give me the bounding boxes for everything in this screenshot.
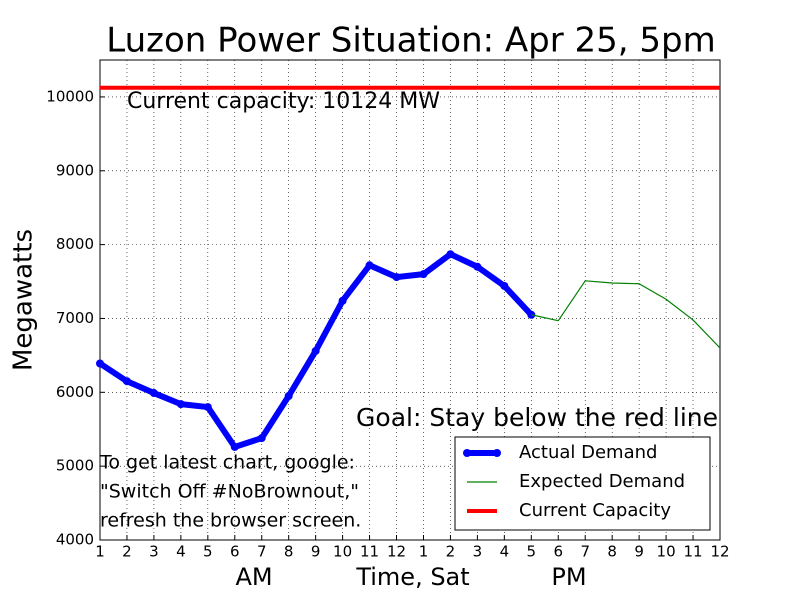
data-point bbox=[392, 273, 401, 282]
data-point bbox=[176, 400, 185, 409]
x-tick-label: 10 bbox=[657, 543, 676, 561]
x-tick-label: 7 bbox=[580, 543, 590, 561]
data-point bbox=[257, 434, 266, 443]
x-tick-label: 11 bbox=[360, 543, 379, 561]
legend-marker bbox=[463, 449, 471, 457]
legend-label: Actual Demand bbox=[519, 442, 657, 463]
y-tick-label: 6000 bbox=[56, 383, 94, 401]
series-line bbox=[531, 280, 721, 349]
x-tick-label: 9 bbox=[634, 543, 644, 561]
x-tick-label: 10 bbox=[333, 543, 352, 561]
x-tick-label: 6 bbox=[553, 543, 563, 561]
data-point bbox=[230, 442, 239, 451]
legend: Actual Demand Expected Demand Current Capa… bbox=[454, 436, 711, 531]
data-point bbox=[473, 262, 482, 271]
x-group-label: PM bbox=[551, 563, 586, 591]
chart-title: Luzon Power Situation: Apr 25, 5pm bbox=[106, 21, 715, 61]
data-point bbox=[149, 389, 158, 398]
x-axis-label: Time, Sat bbox=[355, 563, 469, 591]
x-group-label: AM bbox=[235, 563, 272, 591]
x-tick-label: 1 bbox=[95, 543, 105, 561]
x-tick-label: 7 bbox=[257, 543, 267, 561]
x-tick-label: 12 bbox=[710, 543, 729, 561]
x-tick-label: 11 bbox=[683, 543, 702, 561]
annotation: refresh the browser screen. bbox=[100, 510, 361, 532]
data-point bbox=[446, 250, 455, 259]
data-point bbox=[365, 261, 374, 270]
data-point bbox=[419, 270, 428, 279]
x-tick-label: 3 bbox=[473, 543, 483, 561]
y-tick-label: 4000 bbox=[56, 531, 94, 549]
data-point bbox=[500, 281, 509, 290]
x-tick-label: 2 bbox=[446, 543, 456, 561]
annotation: Current capacity: 10124 MW bbox=[127, 89, 440, 114]
legend-label: Expected Demand bbox=[519, 471, 685, 492]
x-tick-label: 3 bbox=[149, 543, 159, 561]
plot-frame bbox=[99, 59, 721, 541]
x-tick-label: 2 bbox=[122, 543, 132, 561]
annotation: "Switch Off #NoBrownout," bbox=[100, 481, 359, 503]
data-point bbox=[338, 296, 347, 305]
data-point bbox=[203, 403, 212, 412]
x-tick-label: 1 bbox=[419, 543, 429, 561]
x-tick-label: 4 bbox=[500, 543, 510, 561]
y-tick-label: 8000 bbox=[56, 235, 94, 253]
x-tick-label: 5 bbox=[527, 543, 537, 561]
data-point bbox=[96, 359, 104, 368]
y-tick-label: 10000 bbox=[46, 87, 94, 105]
y-tick-label: 5000 bbox=[56, 457, 94, 475]
legend-label: Current Capacity bbox=[519, 500, 671, 521]
legend-marker bbox=[493, 449, 501, 457]
annotation: Goal: Stay below the red line bbox=[356, 403, 718, 432]
x-tick-label: 12 bbox=[387, 543, 406, 561]
y-tick-label: 7000 bbox=[56, 309, 94, 327]
x-tick-label: 8 bbox=[284, 543, 294, 561]
x-tick-label: 9 bbox=[311, 543, 321, 561]
x-tick-label: 5 bbox=[203, 543, 213, 561]
y-tick-label: 9000 bbox=[56, 161, 94, 179]
annotation: To get latest chart, google: bbox=[99, 452, 355, 474]
data-point bbox=[122, 377, 131, 386]
x-tick-label: 6 bbox=[230, 543, 240, 561]
data-point bbox=[284, 392, 293, 400]
data-point bbox=[311, 346, 320, 355]
x-tick-label: 8 bbox=[607, 543, 617, 561]
x-tick-label: 4 bbox=[176, 543, 186, 561]
y-axis-label: Megawatts bbox=[9, 229, 39, 371]
